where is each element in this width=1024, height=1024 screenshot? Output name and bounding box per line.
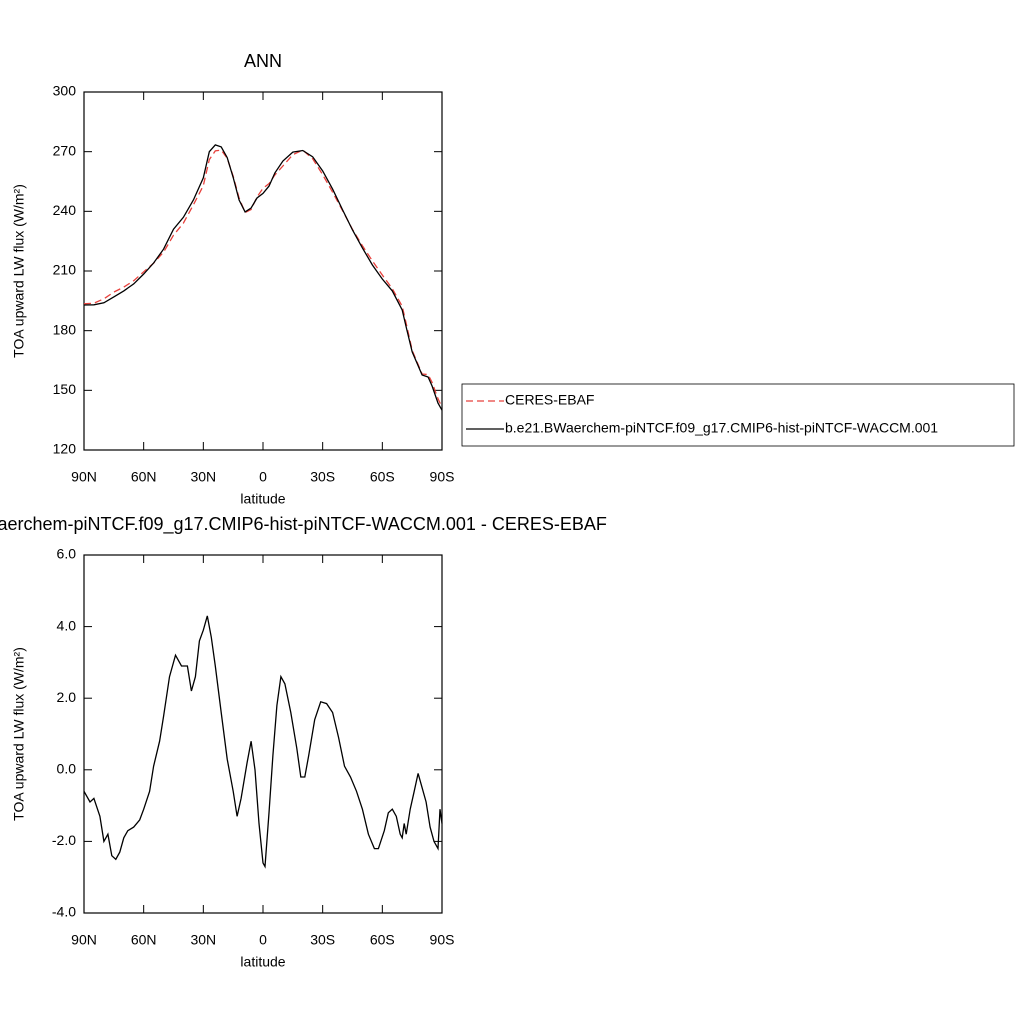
x-tick-label: 60S: [370, 469, 395, 485]
data-line: [83, 144, 443, 411]
y-tick-label: 6.0: [57, 546, 77, 562]
y-axis-label: TOA upward LW flux (W/m²): [11, 647, 27, 821]
y-tick-label: 180: [53, 321, 77, 337]
x-tick-label: 30S: [310, 932, 335, 948]
y-tick-label: 300: [53, 83, 77, 99]
x-tick-label: 60S: [370, 932, 395, 948]
y-tick-label: 2.0: [57, 689, 77, 705]
y-tick-label: 210: [53, 262, 77, 278]
legend-box: [461, 383, 1015, 447]
legend-label: CERES-EBAF: [505, 392, 594, 408]
chart-title: b.e21.BWaerchem-piNTCF.f09_g17.CMIP6-his…: [0, 514, 607, 535]
y-tick-label: 150: [53, 381, 77, 397]
x-tick-label: 60N: [131, 469, 157, 485]
x-tick-label: 0: [259, 469, 267, 485]
plot-frame: [83, 91, 443, 451]
x-tick-label: 0: [259, 932, 267, 948]
y-tick-label: -4.0: [52, 904, 76, 920]
x-tick-label: 90S: [430, 932, 455, 948]
x-tick-label: 60N: [131, 932, 157, 948]
x-tick-label: 30N: [190, 469, 216, 485]
y-tick-label: 270: [53, 142, 77, 158]
data-line: [83, 149, 443, 408]
x-tick-label: 90N: [71, 932, 97, 948]
y-tick-label: 120: [53, 441, 77, 457]
x-axis-label: latitude: [240, 954, 285, 970]
legend-label: b.e21.BWaerchem-piNTCF.f09_g17.CMIP6-his…: [505, 420, 938, 436]
x-tick-label: 30N: [190, 932, 216, 948]
x-tick-label: 30S: [310, 469, 335, 485]
y-tick-label: -2.0: [52, 832, 76, 848]
data-line: [83, 615, 443, 869]
x-tick-label: 90S: [430, 469, 455, 485]
chart-title: ANN: [244, 51, 282, 71]
y-tick-label: 240: [53, 202, 77, 218]
x-tick-label: 90N: [71, 469, 97, 485]
x-axis-label: latitude: [240, 491, 285, 507]
y-tick-label: 4.0: [57, 617, 77, 633]
y-tick-label: 0.0: [57, 761, 77, 777]
y-axis-label: TOA upward LW flux (W/m²): [11, 184, 27, 358]
